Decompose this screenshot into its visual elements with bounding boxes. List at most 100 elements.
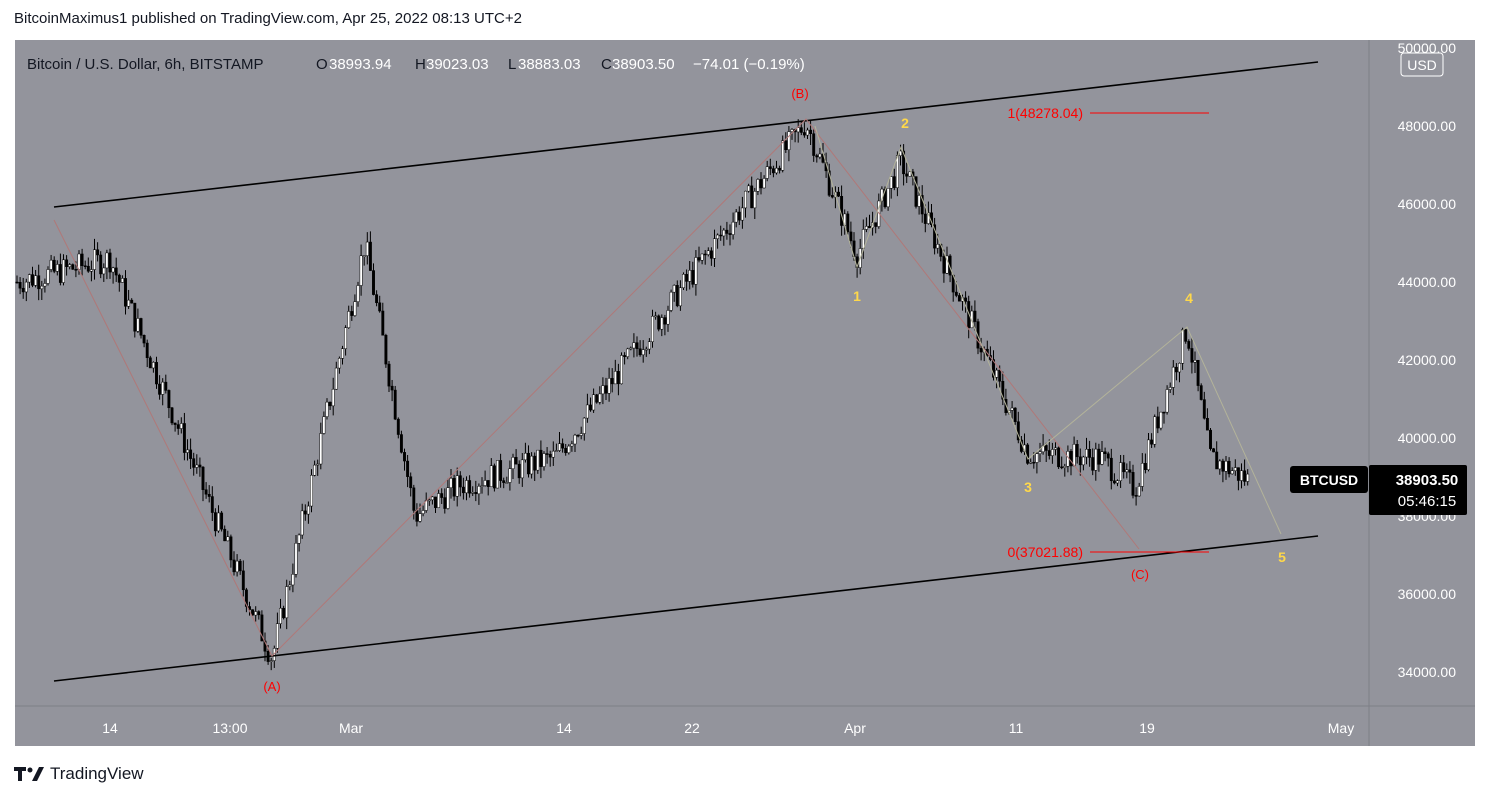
candle-body	[328, 401, 332, 407]
candle-body	[641, 349, 645, 356]
candle-body	[226, 536, 230, 542]
candle-body	[449, 478, 453, 488]
candle-body	[393, 389, 397, 420]
candle-body	[1060, 466, 1064, 469]
candle-body	[765, 166, 769, 179]
currency-badge[interactable]: USD	[1407, 57, 1437, 73]
price-axis-tick: 36000.00	[1398, 586, 1457, 602]
candle-body	[142, 335, 146, 344]
candle-body	[192, 458, 196, 468]
candle-body	[610, 378, 614, 385]
candle-body	[303, 510, 307, 515]
candle-body	[1215, 451, 1219, 470]
candle-body	[362, 255, 366, 257]
candle-body	[458, 475, 462, 488]
candle-body	[1140, 463, 1144, 487]
candle-body	[1016, 421, 1020, 441]
candle-body	[130, 299, 134, 304]
time-axis-tick: 19	[1139, 720, 1155, 736]
candle-body	[148, 357, 152, 369]
candle-body	[713, 238, 716, 259]
wave-label-C: (C)	[1131, 567, 1149, 582]
candle-body	[217, 512, 220, 532]
candle-body	[917, 195, 921, 207]
candle-body	[1001, 380, 1005, 400]
candle-body	[254, 611, 258, 616]
candle-body	[1153, 416, 1157, 445]
candle-body	[1041, 445, 1045, 453]
candle-body	[802, 132, 806, 136]
candle-body	[1100, 451, 1104, 465]
candle-body	[468, 480, 472, 494]
candle-body	[396, 418, 400, 435]
tradingview-brand[interactable]: TradingView	[14, 764, 144, 784]
candle-body	[1171, 366, 1175, 388]
candle-body	[74, 269, 78, 271]
candle-body	[403, 452, 406, 462]
candle-body	[511, 457, 515, 469]
candle-body	[210, 496, 214, 513]
candle-body	[784, 140, 788, 151]
candle-body	[1233, 467, 1237, 471]
candle-body	[384, 334, 388, 365]
candle-body	[260, 614, 264, 642]
candle-body	[607, 378, 611, 394]
candle-body	[1026, 444, 1030, 464]
candle-body	[1085, 449, 1088, 458]
candle-body	[576, 434, 580, 437]
candle-body	[294, 542, 298, 575]
candle-body	[796, 127, 800, 133]
candle-body	[883, 188, 887, 208]
candle-body	[220, 512, 224, 530]
candle-body	[313, 464, 317, 476]
candle-body	[111, 267, 115, 273]
candle-body	[942, 256, 946, 274]
candle-body	[24, 281, 28, 293]
candle-body	[892, 176, 896, 188]
candle-body	[1088, 449, 1092, 458]
candle-body	[288, 584, 292, 587]
candle-body	[589, 404, 592, 411]
candle-body	[1078, 456, 1082, 466]
candle-body	[344, 327, 348, 349]
candle-body	[666, 310, 670, 325]
time-axis-tick: Mar	[339, 720, 363, 736]
fib-level-0-label: 0(37021.88)	[1007, 544, 1083, 560]
fib-level-1-label: 1(48278.04)	[1007, 105, 1083, 121]
candle-body	[365, 241, 369, 256]
candle-body	[21, 287, 25, 293]
candle-body	[567, 445, 571, 454]
currency-badge-box[interactable]	[1400, 52, 1444, 77]
candle-body	[1165, 389, 1169, 413]
candle-body	[889, 176, 893, 189]
candle-body	[740, 207, 744, 221]
candle-body	[908, 171, 912, 177]
candle-body	[849, 231, 853, 242]
tradingview-logo-icon	[14, 767, 44, 781]
candle-body	[1081, 456, 1085, 466]
candle-body	[167, 390, 171, 409]
candle-body	[1013, 407, 1017, 422]
candle-body	[812, 133, 816, 156]
candle-body	[46, 269, 50, 284]
candle-body	[809, 129, 813, 134]
time-axis-tick: 22	[684, 720, 700, 736]
candle-body	[647, 341, 651, 350]
candle-body	[632, 342, 636, 349]
candle-body	[728, 233, 732, 235]
candle-body	[554, 450, 558, 452]
candle-body	[43, 283, 47, 287]
candle-body	[1122, 462, 1126, 473]
candle-body	[27, 274, 31, 283]
candle-body	[406, 460, 410, 477]
candle-body	[117, 274, 121, 283]
candle-body	[561, 443, 565, 449]
candle-body	[886, 188, 890, 208]
time-axis-tick: Apr	[844, 720, 866, 736]
price-axis-tick: 44000.00	[1398, 274, 1457, 290]
candle-body	[1218, 460, 1222, 470]
candle-body	[486, 480, 490, 487]
legend-close-label: C	[601, 56, 612, 73]
candle-body	[688, 270, 692, 282]
